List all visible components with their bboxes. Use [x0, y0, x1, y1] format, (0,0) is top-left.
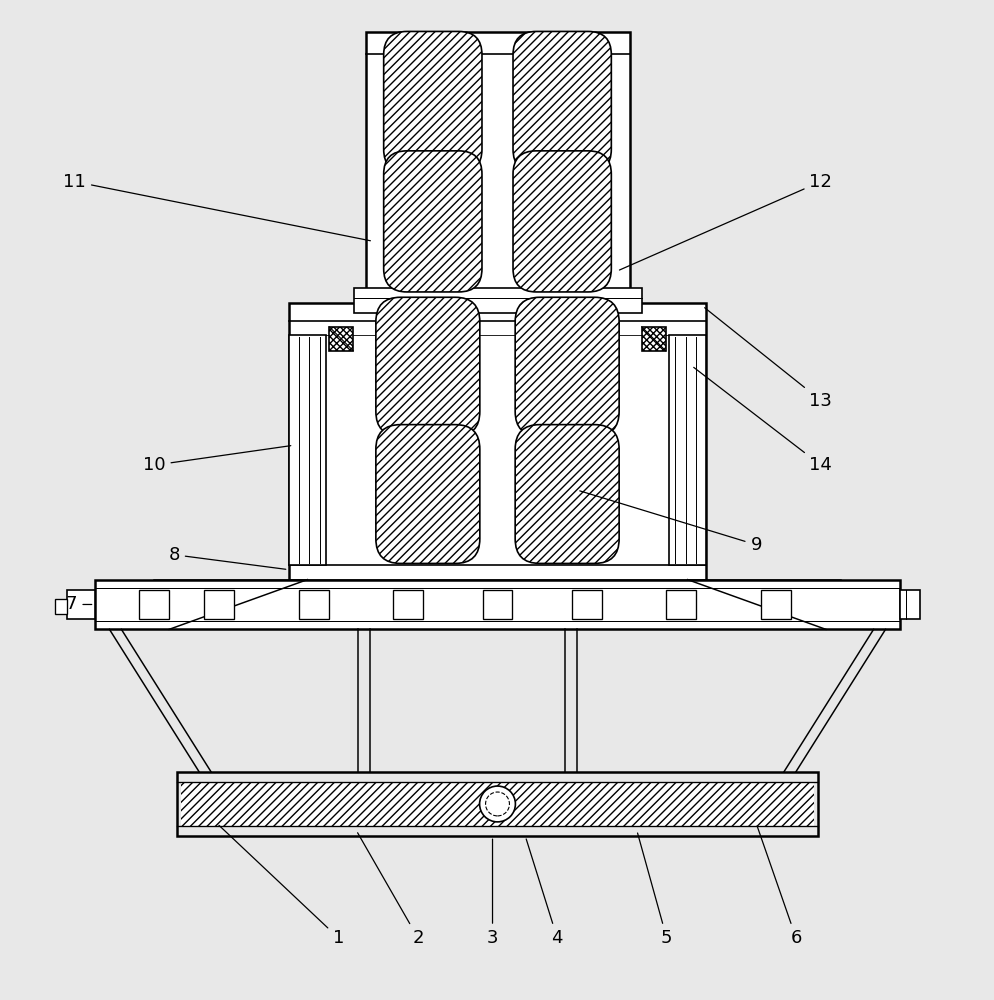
Text: 2: 2 — [357, 833, 423, 947]
Text: 13: 13 — [704, 308, 831, 410]
Bar — [668, 335, 706, 565]
Text: 7: 7 — [66, 595, 91, 613]
Bar — [204, 590, 234, 619]
Bar — [641, 327, 665, 351]
Bar — [181, 782, 813, 826]
FancyBboxPatch shape — [513, 151, 610, 292]
Bar — [139, 590, 169, 619]
FancyBboxPatch shape — [384, 151, 481, 292]
Bar — [288, 303, 706, 580]
FancyBboxPatch shape — [515, 297, 618, 436]
Bar — [482, 590, 512, 619]
Bar — [366, 32, 629, 306]
Bar — [572, 590, 601, 619]
Text: 10: 10 — [143, 446, 290, 474]
Bar — [55, 599, 67, 614]
Bar — [299, 590, 329, 619]
Bar — [665, 590, 695, 619]
FancyBboxPatch shape — [515, 425, 618, 563]
Bar — [900, 590, 919, 619]
Text: 6: 6 — [756, 826, 801, 947]
Text: 11: 11 — [64, 173, 370, 241]
Text: 5: 5 — [637, 833, 672, 947]
Bar — [94, 580, 900, 629]
Text: 8: 8 — [168, 546, 285, 569]
Bar — [288, 335, 326, 565]
FancyBboxPatch shape — [384, 31, 481, 173]
FancyBboxPatch shape — [376, 425, 479, 563]
FancyBboxPatch shape — [376, 297, 479, 436]
Bar — [177, 772, 817, 836]
Circle shape — [479, 786, 515, 822]
Text: 12: 12 — [619, 173, 831, 270]
Text: 14: 14 — [693, 367, 831, 474]
Text: 3: 3 — [486, 839, 498, 947]
FancyBboxPatch shape — [513, 31, 610, 173]
Bar — [393, 590, 422, 619]
Bar — [760, 590, 790, 619]
Text: 9: 9 — [580, 491, 761, 554]
Text: 1: 1 — [219, 825, 344, 947]
Bar — [354, 288, 641, 313]
Bar — [329, 327, 353, 351]
Bar — [67, 590, 94, 619]
Circle shape — [485, 792, 509, 816]
Text: 4: 4 — [526, 839, 563, 947]
